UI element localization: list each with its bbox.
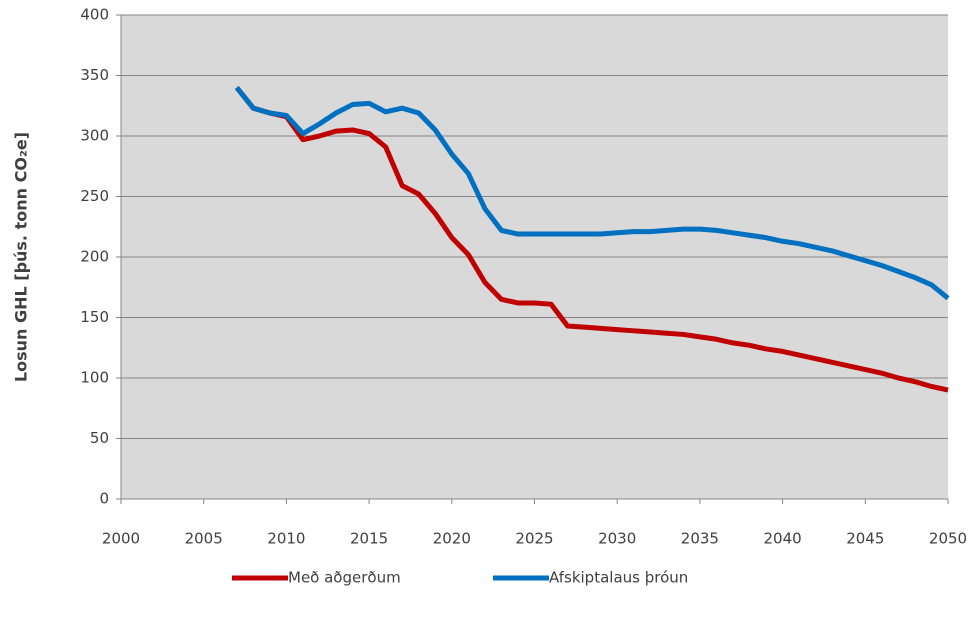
x-tick-label: 2030 <box>598 530 636 548</box>
x-tick-label: 2025 <box>515 530 553 548</box>
y-tick-label: 300 <box>80 127 109 145</box>
y-axis-label: Losun GHL [þús. tonn CO₂e] <box>12 132 31 382</box>
legend-label: Með aðgerðum <box>288 569 401 587</box>
x-tick-label: 2010 <box>267 530 305 548</box>
y-tick-label: 50 <box>90 429 109 447</box>
y-tick-label: 250 <box>80 187 109 205</box>
x-tick-label: 2035 <box>681 530 719 548</box>
x-tick-label: 2020 <box>433 530 471 548</box>
y-tick-label: 350 <box>80 66 109 84</box>
x-tick-label: 2005 <box>185 530 223 548</box>
data-line <box>234 86 950 301</box>
y-tick-label: 400 <box>80 6 109 24</box>
x-tick-label: 2045 <box>846 530 884 548</box>
y-tick-label: 100 <box>80 369 109 387</box>
x-tick-label: 2015 <box>350 530 388 548</box>
x-tick-label: 2040 <box>764 530 802 548</box>
data-line <box>234 86 949 393</box>
y-tick-label: 200 <box>80 248 109 266</box>
x-tick-label: 2000 <box>102 530 140 548</box>
y-tick-label: 150 <box>80 308 109 326</box>
y-tick-label: 0 <box>99 490 109 508</box>
legend-label: Afskiptalaus þróun <box>549 569 688 587</box>
x-tick-label: 2050 <box>929 530 967 548</box>
